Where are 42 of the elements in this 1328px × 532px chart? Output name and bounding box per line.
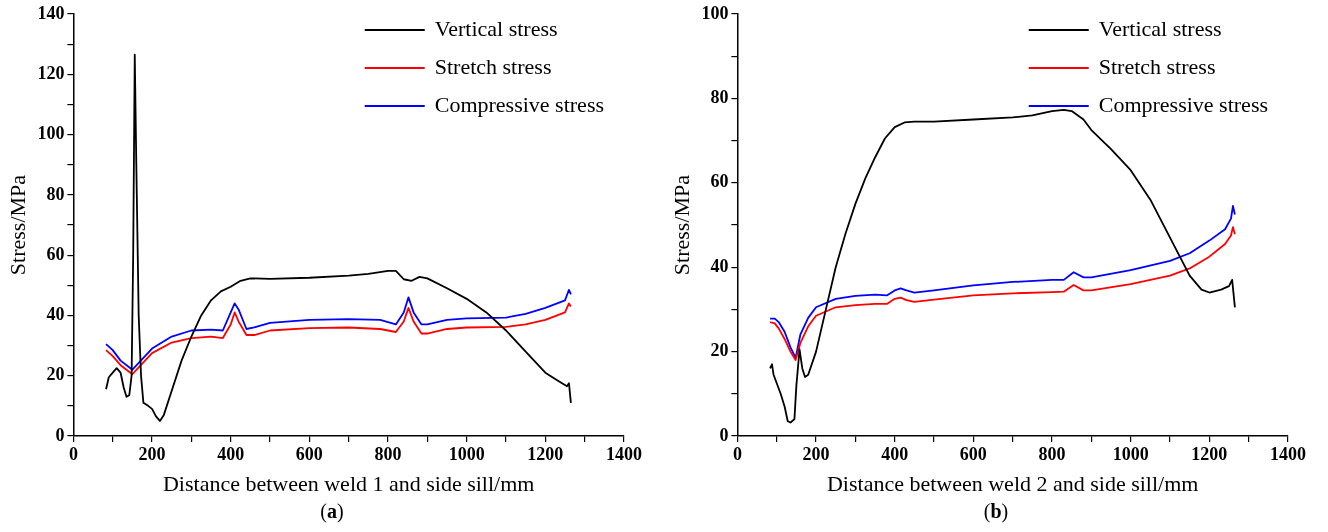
x-tick-label: 0 <box>68 444 78 465</box>
y-axis-title: Stress/MPa <box>668 174 694 276</box>
x-tick-label: 400 <box>217 444 245 465</box>
x-tick-label: 1000 <box>448 444 485 465</box>
x-axis-title: Distance between weld 2 and side sill/mm <box>826 470 1199 496</box>
legend-label: Vertical stress <box>1098 15 1222 41</box>
legend-label: Stretch stress <box>1098 53 1216 79</box>
text: (a) <box>319 500 345 523</box>
y-tick-label: 120 <box>37 62 65 83</box>
x-tick-label: 600 <box>959 444 987 465</box>
y-tick-label: 40 <box>710 255 729 276</box>
x-tick-label: 600 <box>295 444 323 465</box>
x-tick-label: 1400 <box>1270 444 1306 465</box>
x-tick-label: 400 <box>881 444 909 465</box>
y-tick-label: 80 <box>710 87 729 108</box>
y-tick-label: 60 <box>46 243 65 264</box>
y-tick-label: 100 <box>37 123 65 144</box>
y-tick-label: 0 <box>719 424 729 445</box>
x-tick-label: 1200 <box>527 444 564 465</box>
x-tick-label: 1400 <box>606 444 642 465</box>
y-tick-label: 0 <box>55 424 65 445</box>
x-tick-label: 200 <box>802 444 830 465</box>
x-tick-label: 0 <box>732 444 742 465</box>
y-tick-label: 100 <box>701 2 729 23</box>
x-tick-label: 1000 <box>1112 444 1149 465</box>
y-tick-label: 20 <box>710 340 729 361</box>
y-tick-label: 140 <box>37 2 65 23</box>
x-tick-label: 1200 <box>1191 444 1228 465</box>
x-tick-label: 800 <box>374 444 402 465</box>
y-tick-label: 80 <box>46 183 65 204</box>
x-axis-title: Distance between weld 1 and side sill/mm <box>162 470 535 496</box>
legend-label: Stretch stress <box>434 53 552 79</box>
legend-label: Vertical stress <box>434 15 558 41</box>
x-tick-label: 200 <box>138 444 166 465</box>
y-axis-title: Stress/MPa <box>4 174 30 276</box>
legend-label: Compressive stress <box>1098 91 1268 117</box>
text: (b) <box>982 500 1010 523</box>
legend-label: Compressive stress <box>434 91 604 117</box>
y-tick-label: 60 <box>710 171 729 192</box>
x-tick-label: 800 <box>1038 444 1066 465</box>
y-tick-label: 20 <box>46 364 65 385</box>
y-tick-label: 40 <box>46 304 65 325</box>
